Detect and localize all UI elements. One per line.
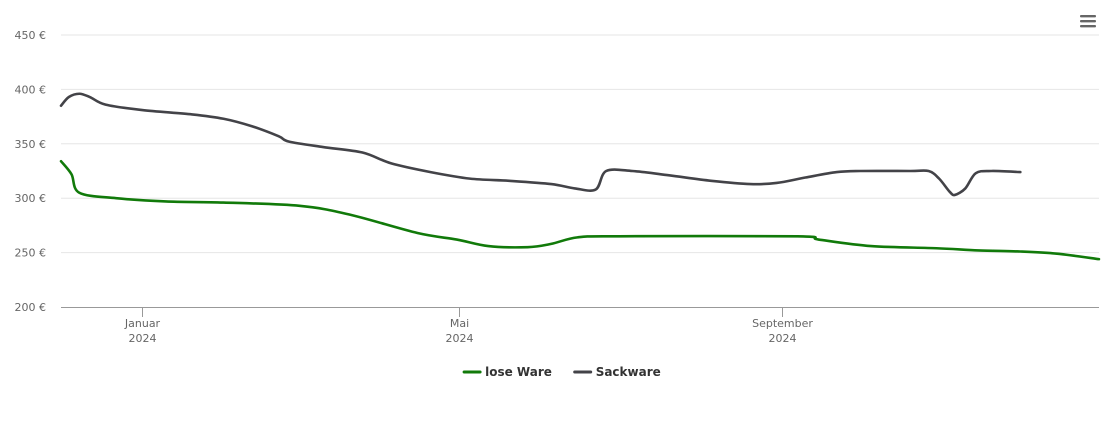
chart-menu-button[interactable] [1074, 10, 1102, 34]
x-tick-label: Mai [450, 317, 469, 330]
y-tick-label: 250 € [15, 247, 47, 260]
series-line-lose-ware[interactable] [59, 159, 1101, 261]
legend: lose Ware Sackware [462, 365, 661, 379]
legend-label: lose Ware [485, 365, 552, 379]
y-tick-label: 400 € [15, 83, 47, 96]
legend-item-lose-ware[interactable]: lose Ware [462, 365, 552, 379]
y-tick-label: 350 € [15, 138, 47, 151]
x-tick-sublabel: 2024 [769, 332, 797, 345]
series-group [59, 92, 1101, 261]
x-tick-sublabel: 2024 [129, 332, 157, 345]
y-tick-label: 450 € [15, 29, 47, 42]
menu-icon-bar-bottom [1080, 25, 1096, 28]
y-tick-label: 200 € [15, 301, 47, 314]
menu-icon-bar-middle [1080, 20, 1096, 23]
menu-icon-bar-top [1080, 15, 1096, 18]
series-line-sackware[interactable] [59, 92, 1022, 197]
x-tick-label: September [752, 317, 813, 330]
hamburger-menu-icon[interactable] [1080, 15, 1096, 28]
legend-item-sackware[interactable]: Sackware [573, 365, 661, 379]
x-tick-sublabel: 2024 [446, 332, 474, 345]
x-tick-label: Januar [124, 317, 161, 330]
x-axis: Januar 2024 Mai 2024 September 2024 [61, 307, 1099, 345]
y-tick-label: 300 € [15, 192, 47, 205]
legend-label: Sackware [596, 365, 661, 379]
gridlines [61, 34, 1099, 254]
y-axis: 200 € 250 € 300 € 350 € 400 € 450 € [15, 29, 47, 314]
